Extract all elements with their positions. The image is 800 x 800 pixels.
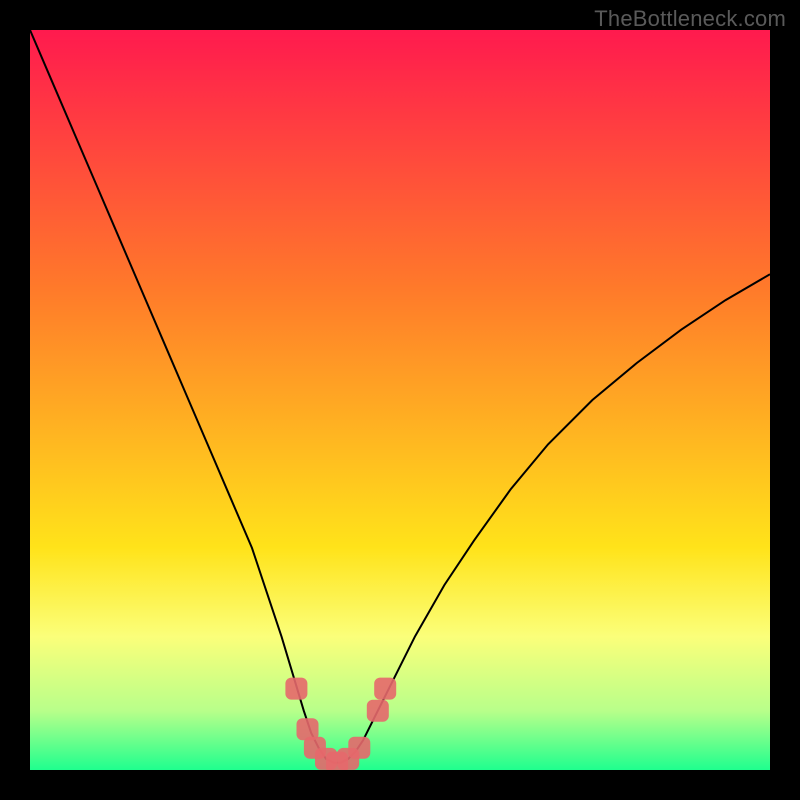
watermark-text: TheBottleneck.com [594,6,786,32]
plot-background [30,30,770,770]
chart-frame: TheBottleneck.com [0,0,800,800]
